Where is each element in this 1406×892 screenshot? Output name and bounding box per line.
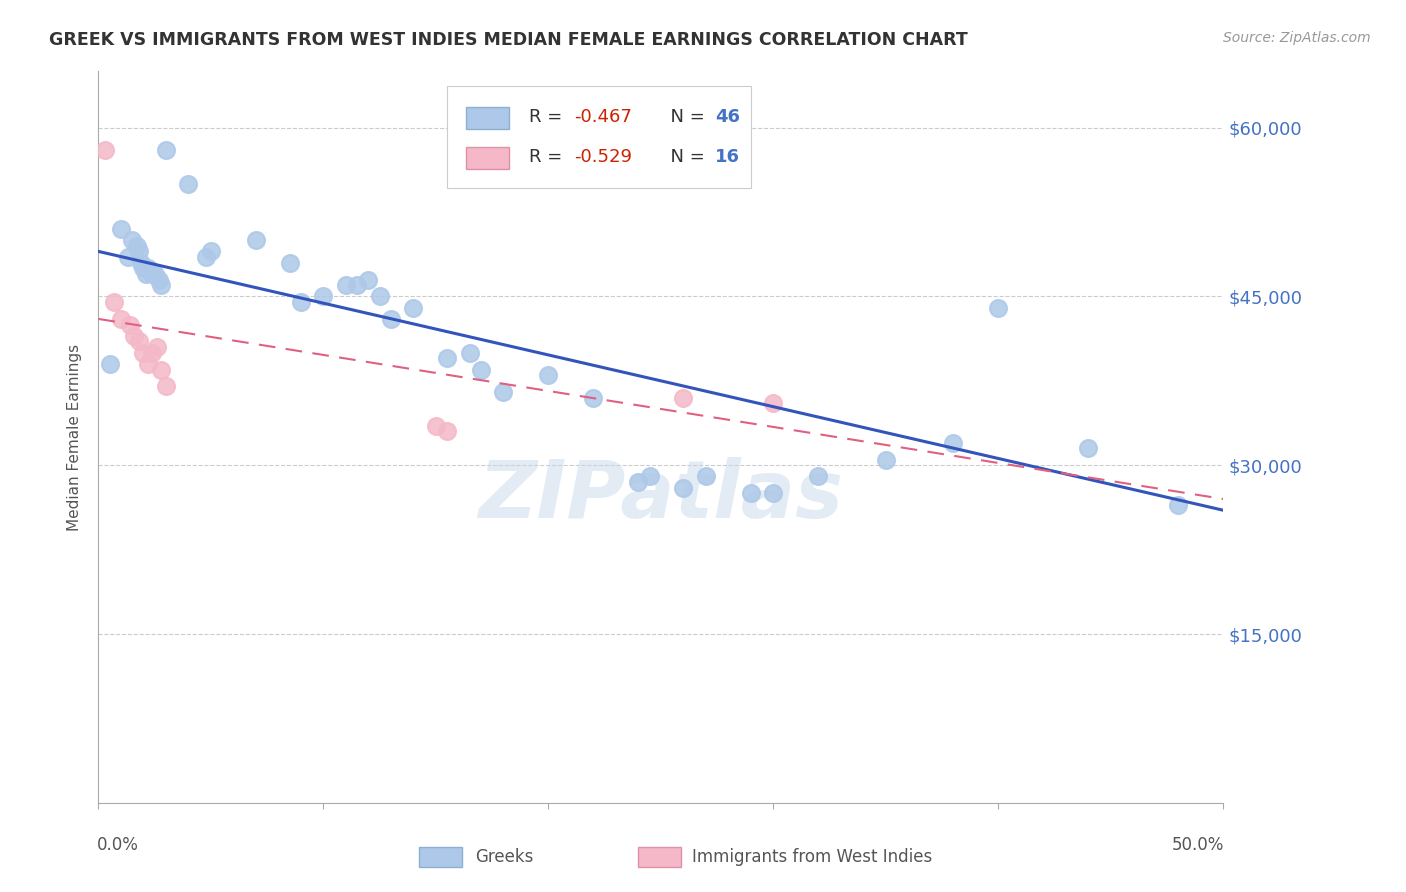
FancyBboxPatch shape bbox=[447, 86, 751, 188]
Point bbox=[1167, 498, 1189, 512]
Text: N =: N = bbox=[658, 148, 710, 166]
Point bbox=[762, 396, 785, 410]
Text: Greeks: Greeks bbox=[475, 848, 534, 866]
Point bbox=[103, 295, 125, 310]
Point bbox=[695, 469, 717, 483]
Point bbox=[136, 261, 159, 276]
Point bbox=[627, 475, 650, 489]
Text: ZIPatlas: ZIPatlas bbox=[478, 457, 844, 534]
Point bbox=[312, 289, 335, 303]
Point bbox=[110, 312, 132, 326]
Y-axis label: Median Female Earnings: Median Female Earnings bbox=[67, 343, 83, 531]
Text: R =: R = bbox=[529, 109, 568, 127]
Point bbox=[987, 301, 1010, 315]
Point bbox=[582, 391, 605, 405]
Point bbox=[200, 244, 222, 259]
Point bbox=[195, 250, 218, 264]
Point bbox=[672, 481, 695, 495]
Point bbox=[245, 233, 267, 247]
Point bbox=[278, 255, 301, 269]
Point bbox=[128, 244, 150, 259]
Point bbox=[458, 345, 481, 359]
Text: 46: 46 bbox=[714, 109, 740, 127]
Point bbox=[537, 368, 560, 383]
Point bbox=[148, 272, 170, 286]
Point bbox=[124, 328, 146, 343]
Point bbox=[94, 143, 117, 157]
Point bbox=[98, 357, 121, 371]
Text: R =: R = bbox=[529, 148, 568, 166]
FancyBboxPatch shape bbox=[467, 107, 509, 129]
Point bbox=[346, 278, 368, 293]
Point bbox=[762, 486, 785, 500]
Point bbox=[150, 362, 173, 376]
Point bbox=[470, 362, 492, 376]
Point bbox=[807, 469, 830, 483]
Text: -0.529: -0.529 bbox=[574, 148, 633, 166]
Point bbox=[335, 278, 357, 293]
Point bbox=[380, 312, 402, 326]
Point bbox=[425, 418, 447, 433]
Point bbox=[155, 379, 177, 393]
Point bbox=[132, 261, 155, 276]
Point bbox=[436, 351, 458, 366]
Point bbox=[436, 425, 458, 439]
Point bbox=[117, 250, 139, 264]
Text: 50.0%: 50.0% bbox=[1173, 836, 1225, 854]
Point bbox=[118, 318, 141, 332]
Point bbox=[129, 255, 152, 269]
Point bbox=[136, 357, 159, 371]
Point bbox=[125, 239, 148, 253]
Point bbox=[132, 345, 155, 359]
Point bbox=[155, 143, 177, 157]
Point bbox=[110, 222, 132, 236]
Point bbox=[150, 278, 173, 293]
Text: N =: N = bbox=[658, 109, 710, 127]
Text: GREEK VS IMMIGRANTS FROM WEST INDIES MEDIAN FEMALE EARNINGS CORRELATION CHART: GREEK VS IMMIGRANTS FROM WEST INDIES MED… bbox=[49, 31, 967, 49]
Point bbox=[128, 334, 150, 349]
Text: -0.467: -0.467 bbox=[574, 109, 633, 127]
Point bbox=[402, 301, 425, 315]
FancyBboxPatch shape bbox=[638, 847, 681, 867]
Point bbox=[141, 345, 163, 359]
Point bbox=[942, 435, 965, 450]
Point bbox=[177, 177, 200, 191]
Text: 0.0%: 0.0% bbox=[97, 836, 139, 854]
Point bbox=[740, 486, 762, 500]
Point bbox=[290, 295, 312, 310]
Point bbox=[672, 391, 695, 405]
Point bbox=[492, 385, 515, 400]
Point bbox=[875, 452, 897, 467]
Point bbox=[368, 289, 391, 303]
Point bbox=[638, 469, 661, 483]
Text: Source: ZipAtlas.com: Source: ZipAtlas.com bbox=[1223, 31, 1371, 45]
Text: 16: 16 bbox=[714, 148, 740, 166]
Point bbox=[121, 233, 143, 247]
Point bbox=[357, 272, 380, 286]
Point bbox=[146, 340, 169, 354]
FancyBboxPatch shape bbox=[419, 847, 461, 867]
Point bbox=[135, 267, 157, 281]
Point bbox=[141, 267, 163, 281]
Point bbox=[1077, 442, 1099, 456]
Text: Immigrants from West Indies: Immigrants from West Indies bbox=[692, 848, 932, 866]
Point bbox=[143, 267, 166, 281]
FancyBboxPatch shape bbox=[467, 146, 509, 169]
